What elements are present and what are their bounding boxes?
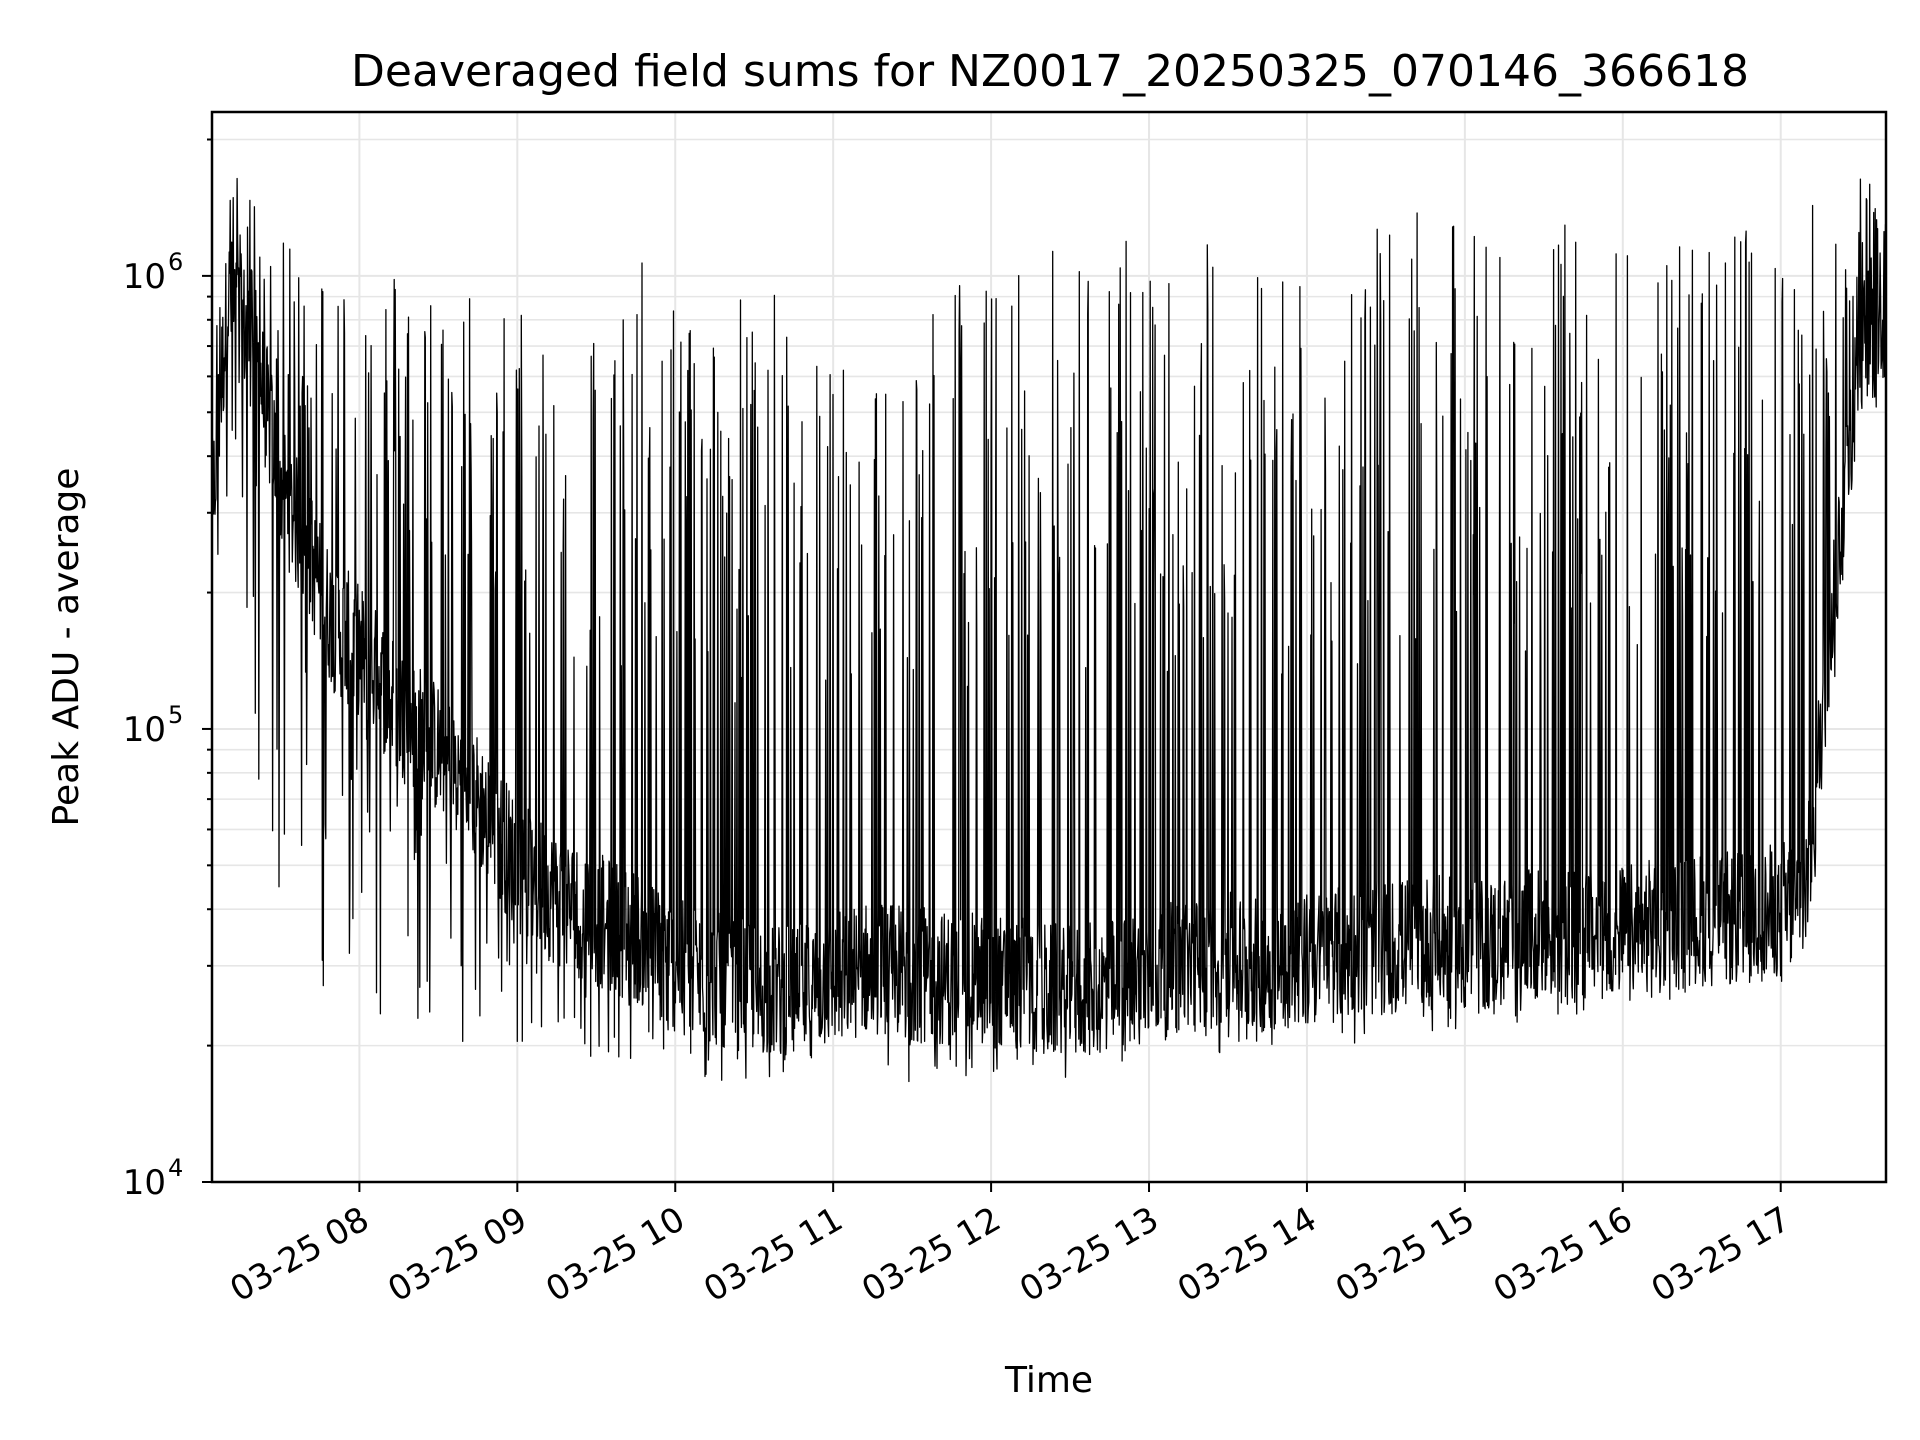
y-tick-exponent: 5 xyxy=(168,701,183,729)
y-tick-exponent: 6 xyxy=(168,248,183,276)
y-tick-label: 10 4 xyxy=(123,1154,184,1203)
plot-frame xyxy=(210,110,1888,1184)
y-tick-base: 10 xyxy=(123,1163,166,1203)
y-tick-exponent: 4 xyxy=(168,1154,183,1182)
chart-title: Deaveraged field sums for NZ0017_2025032… xyxy=(351,46,1749,97)
x-axis-label: Time xyxy=(1004,1360,1093,1401)
y-tick-label: 10 6 xyxy=(123,248,184,297)
plot-area xyxy=(211,177,1887,1083)
series-line xyxy=(211,177,1887,1083)
y-axis-label: Peak ADU - average xyxy=(46,468,87,827)
y-tick-base: 10 xyxy=(123,257,166,297)
y-tick-base: 10 xyxy=(123,710,166,750)
y-tick-label: 10 5 xyxy=(123,701,184,750)
